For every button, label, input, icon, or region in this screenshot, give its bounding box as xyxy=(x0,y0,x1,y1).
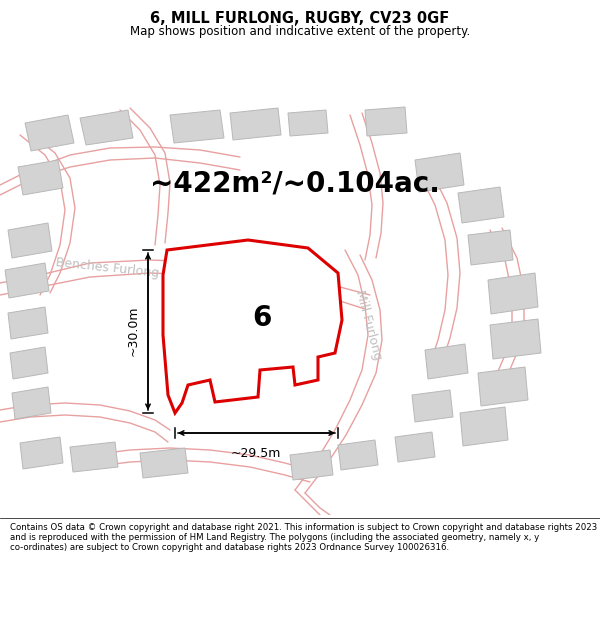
Polygon shape xyxy=(230,108,281,140)
Polygon shape xyxy=(412,390,453,422)
Polygon shape xyxy=(8,307,48,339)
Polygon shape xyxy=(20,437,63,469)
Polygon shape xyxy=(395,432,435,462)
Polygon shape xyxy=(425,344,468,379)
Text: ~422m²/~0.104ac.: ~422m²/~0.104ac. xyxy=(150,169,440,197)
Polygon shape xyxy=(163,240,342,413)
Polygon shape xyxy=(80,110,133,145)
Polygon shape xyxy=(458,187,504,223)
Text: Mill Furlong: Mill Furlong xyxy=(353,289,384,361)
Polygon shape xyxy=(140,448,188,478)
Polygon shape xyxy=(490,319,541,359)
Text: ~30.0m: ~30.0m xyxy=(127,306,140,356)
Text: Contains OS data © Crown copyright and database right 2021. This information is : Contains OS data © Crown copyright and d… xyxy=(10,522,598,552)
Text: 6: 6 xyxy=(253,304,272,332)
Polygon shape xyxy=(10,347,48,379)
Text: ~29.5m: ~29.5m xyxy=(231,447,281,460)
Polygon shape xyxy=(70,442,118,472)
Polygon shape xyxy=(365,107,407,136)
Polygon shape xyxy=(468,230,513,265)
Text: Benches Furlong: Benches Furlong xyxy=(55,256,160,280)
Polygon shape xyxy=(488,273,538,314)
Text: Map shows position and indicative extent of the property.: Map shows position and indicative extent… xyxy=(130,26,470,39)
Polygon shape xyxy=(415,153,464,192)
Text: 6, MILL FURLONG, RUGBY, CV23 0GF: 6, MILL FURLONG, RUGBY, CV23 0GF xyxy=(151,11,449,26)
Polygon shape xyxy=(5,263,49,298)
Polygon shape xyxy=(170,110,224,143)
Polygon shape xyxy=(18,160,63,195)
Polygon shape xyxy=(290,450,333,480)
Polygon shape xyxy=(478,367,528,406)
Polygon shape xyxy=(8,223,52,258)
Polygon shape xyxy=(12,387,51,419)
Polygon shape xyxy=(25,115,74,151)
Polygon shape xyxy=(288,110,328,136)
Polygon shape xyxy=(460,407,508,446)
Polygon shape xyxy=(338,440,378,470)
